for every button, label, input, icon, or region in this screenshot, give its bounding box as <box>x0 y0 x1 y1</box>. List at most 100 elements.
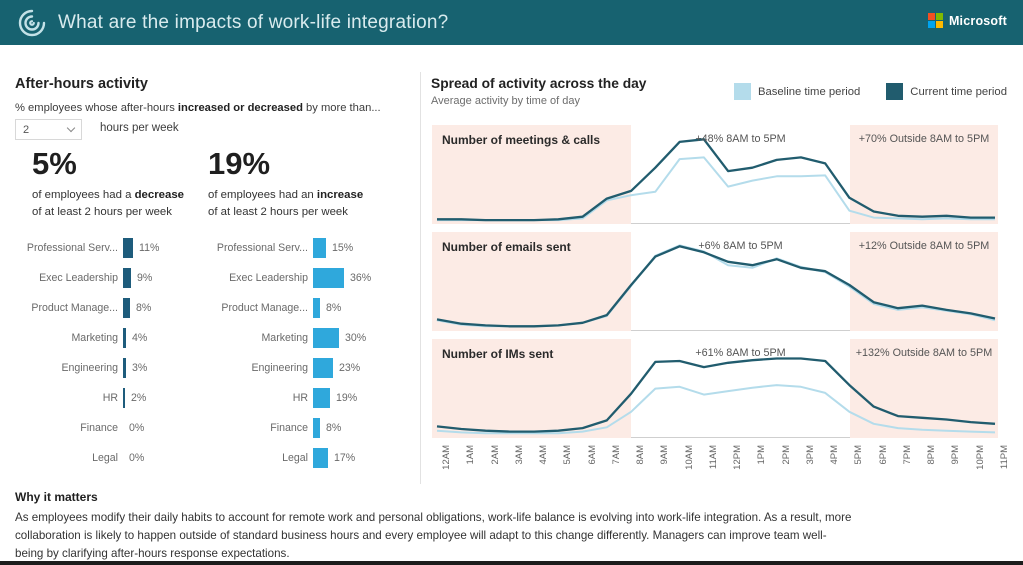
bar-zone: 36% <box>313 268 371 288</box>
bar-value-label: 3% <box>132 362 148 374</box>
x-axis-tick-label: 6AM <box>586 445 598 465</box>
bar-zone: 4% <box>123 328 147 348</box>
bar-zone: 8% <box>313 298 341 318</box>
chevron-down-icon <box>66 123 76 133</box>
current-swatch-icon <box>886 83 904 100</box>
annotation-outside-hours: +12% Outside 8AM to 5PM <box>858 240 990 252</box>
bar-category-label: Product Manage... <box>221 302 308 314</box>
bar[interactable] <box>123 238 133 258</box>
bar[interactable] <box>313 448 328 468</box>
why-it-matters-text: As employees modify their daily habits t… <box>15 511 852 560</box>
bar[interactable] <box>123 358 126 378</box>
decrease-stat: 5% of employees had a decrease of at leas… <box>32 146 207 220</box>
bar-row: HR 2% <box>15 383 210 413</box>
x-axis-tick-label: 4AM <box>538 445 550 465</box>
x-axis-tick-label: 2AM <box>489 445 501 465</box>
after-hours-subtitle: % employees whose after-hours increased … <box>15 102 381 114</box>
decrease-stat-value: 5% <box>32 146 77 181</box>
x-axis-tick-label: 3PM <box>804 445 816 465</box>
bar[interactable] <box>123 268 131 288</box>
line-chart-2: Number of emails sent +6% 8AM to 5PM +12% … <box>432 232 998 331</box>
baseline-series-line <box>437 156 995 222</box>
x-axis-tick-label: 11PM <box>999 445 1010 470</box>
bar-zone: 8% <box>313 418 341 438</box>
bar-row: Engineering 3% <box>15 353 210 383</box>
bar-row: Engineering 23% <box>205 353 400 383</box>
increase-stat-description: of employees had an increase of at least … <box>208 189 364 218</box>
bar-category-label: Engineering <box>251 362 308 374</box>
bar-value-label: 19% <box>336 392 358 404</box>
bar[interactable] <box>313 238 326 258</box>
bar-zone: 9% <box>123 268 152 288</box>
bar-value-label: 2% <box>131 392 147 404</box>
bar-category-label: Legal <box>92 452 118 464</box>
x-axis-tick-label: 1AM <box>465 445 477 465</box>
bar-zone: 0% <box>123 422 144 434</box>
baseline-series-line <box>436 384 996 435</box>
x-axis-tick-label: 9AM <box>659 445 671 465</box>
bar-row: Professional Serv... 11% <box>15 233 210 263</box>
bar-category-label: Exec Leadership <box>39 272 118 284</box>
bar[interactable] <box>313 358 333 378</box>
bar-zone: 30% <box>313 328 366 348</box>
annotation-business-hours: +48% 8AM to 5PM <box>695 133 786 145</box>
x-axis-tick-label: 12PM <box>732 445 744 470</box>
chart-title: Number of emails sent <box>442 240 571 254</box>
bar[interactable] <box>313 388 330 408</box>
line-chart-canvas <box>436 357 996 435</box>
bar-zone: 19% <box>313 388 357 408</box>
x-axis-tick-label: 6PM <box>877 445 889 465</box>
bar-zone: 11% <box>123 238 159 258</box>
bar[interactable] <box>123 328 126 348</box>
after-hours-title: After-hours activity <box>15 76 148 92</box>
line-chart-3: Number of IMs sent +61% 8AM to 5PM +132% O… <box>432 339 998 438</box>
bar-category-label: Engineering <box>61 362 118 374</box>
bar-row: Exec Leadership 9% <box>15 263 210 293</box>
decrease-bar-chart: Professional Serv... 11% Exec Leadership 9%… <box>15 233 210 473</box>
x-axis-tick-label: 5AM <box>562 445 574 465</box>
legend: Baseline time period Current time period <box>708 83 1007 100</box>
legend-current-label: Current time period <box>910 85 1007 98</box>
bar-category-label: Marketing <box>261 332 308 344</box>
bar-value-label: 8% <box>326 422 342 434</box>
bar[interactable] <box>313 268 344 288</box>
decrease-stat-description: of employees had a decrease of at least 2… <box>32 189 184 218</box>
bar[interactable] <box>123 388 125 408</box>
x-axis-tick-label: 7PM <box>901 445 913 465</box>
header-bar: What are the impacts of work-life integr… <box>0 0 1023 45</box>
bottom-edge-strip <box>0 561 1023 565</box>
legend-baseline-label: Baseline time period <box>757 85 861 98</box>
increase-stat: 19% of employees had an increase of at le… <box>208 146 383 220</box>
chart-title: Number of IMs sent <box>442 347 554 361</box>
bar-value-label: 17% <box>334 452 356 464</box>
bar-zone: 2% <box>123 388 146 408</box>
why-it-matters-title: Why it matters <box>15 490 98 504</box>
bar[interactable] <box>313 298 320 318</box>
bar-row: Finance 8% <box>205 413 400 443</box>
increase-stat-value: 19% <box>208 146 271 181</box>
x-axis-tick-label: 9PM <box>950 445 962 465</box>
bar[interactable] <box>123 298 130 318</box>
line-chart-canvas <box>437 138 995 222</box>
microsoft-wordmark: Microsoft <box>948 13 1007 28</box>
bar-row: Product Manage... 8% <box>205 293 400 323</box>
x-axis-tick-label: 4PM <box>829 445 841 465</box>
x-axis-tick-label: 8AM <box>635 445 647 465</box>
bar-zone: 3% <box>123 358 147 378</box>
bar-row: HR 19% <box>205 383 400 413</box>
bar-category-label: Exec Leadership <box>229 272 308 284</box>
bar-row: Exec Leadership 36% <box>205 263 400 293</box>
bar[interactable] <box>313 328 339 348</box>
current-series-line <box>436 245 996 328</box>
page-title: What are the impacts of work-life integr… <box>58 11 449 33</box>
bar-category-label: HR <box>292 392 308 404</box>
bar[interactable] <box>313 418 320 438</box>
bar-zone: 17% <box>313 448 355 468</box>
bar-zone: 23% <box>313 358 360 378</box>
legend-item-baseline: Baseline time period <box>733 83 861 100</box>
x-axis-tick-label: 10PM <box>974 445 986 470</box>
hours-threshold-dropdown[interactable]: 2 <box>15 119 82 140</box>
bar-value-label: 8% <box>326 302 342 314</box>
line-charts-area: 12AM 1AM 2AM 3AM 4AM 5AM 6AM 7AM 8AM 9AM 10AM 11AM 1… <box>432 125 1010 490</box>
